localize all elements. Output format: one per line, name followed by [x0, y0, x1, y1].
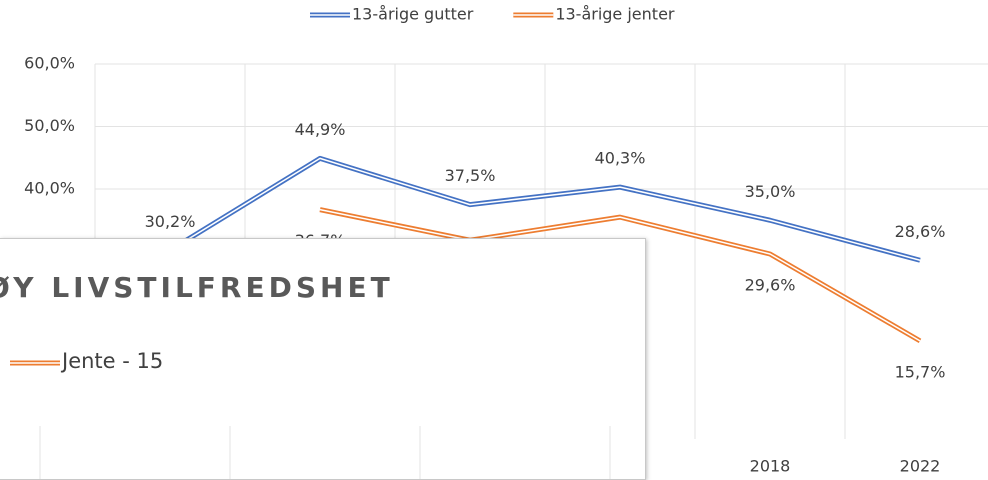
legend-label: 13-årige gutter — [352, 5, 474, 24]
y-tick-label: 50,0% — [24, 116, 75, 135]
data-label: 29,6% — [745, 276, 796, 295]
data-label: 35,0% — [745, 182, 796, 201]
series-line-inner — [169, 157, 921, 261]
overlay-graphics — [10, 360, 611, 479]
data-label: 15,7% — [895, 362, 946, 381]
y-tick-label: 40,0% — [24, 179, 75, 198]
x-tick-label: 2018 — [750, 457, 791, 476]
data-label: 37,5% — [445, 166, 496, 185]
series-line-inner — [319, 208, 921, 342]
x-tick-label: 2022 — [900, 457, 941, 476]
data-label: 44,9% — [295, 120, 346, 139]
legend-label: 13-årige jenter — [555, 5, 675, 24]
overlay-legend: Jente - 15 — [62, 349, 164, 373]
data-label: 28,6% — [895, 222, 946, 241]
overlay-window: ØY LIVSTILFREDSHET Jente - 15 — [0, 238, 646, 480]
data-label: 40,3% — [595, 149, 646, 168]
data-label: 30,2% — [145, 212, 196, 231]
overlay-title: ØY LIVSTILFREDSHET — [0, 271, 394, 304]
y-tick-label: 60,0% — [24, 54, 75, 73]
